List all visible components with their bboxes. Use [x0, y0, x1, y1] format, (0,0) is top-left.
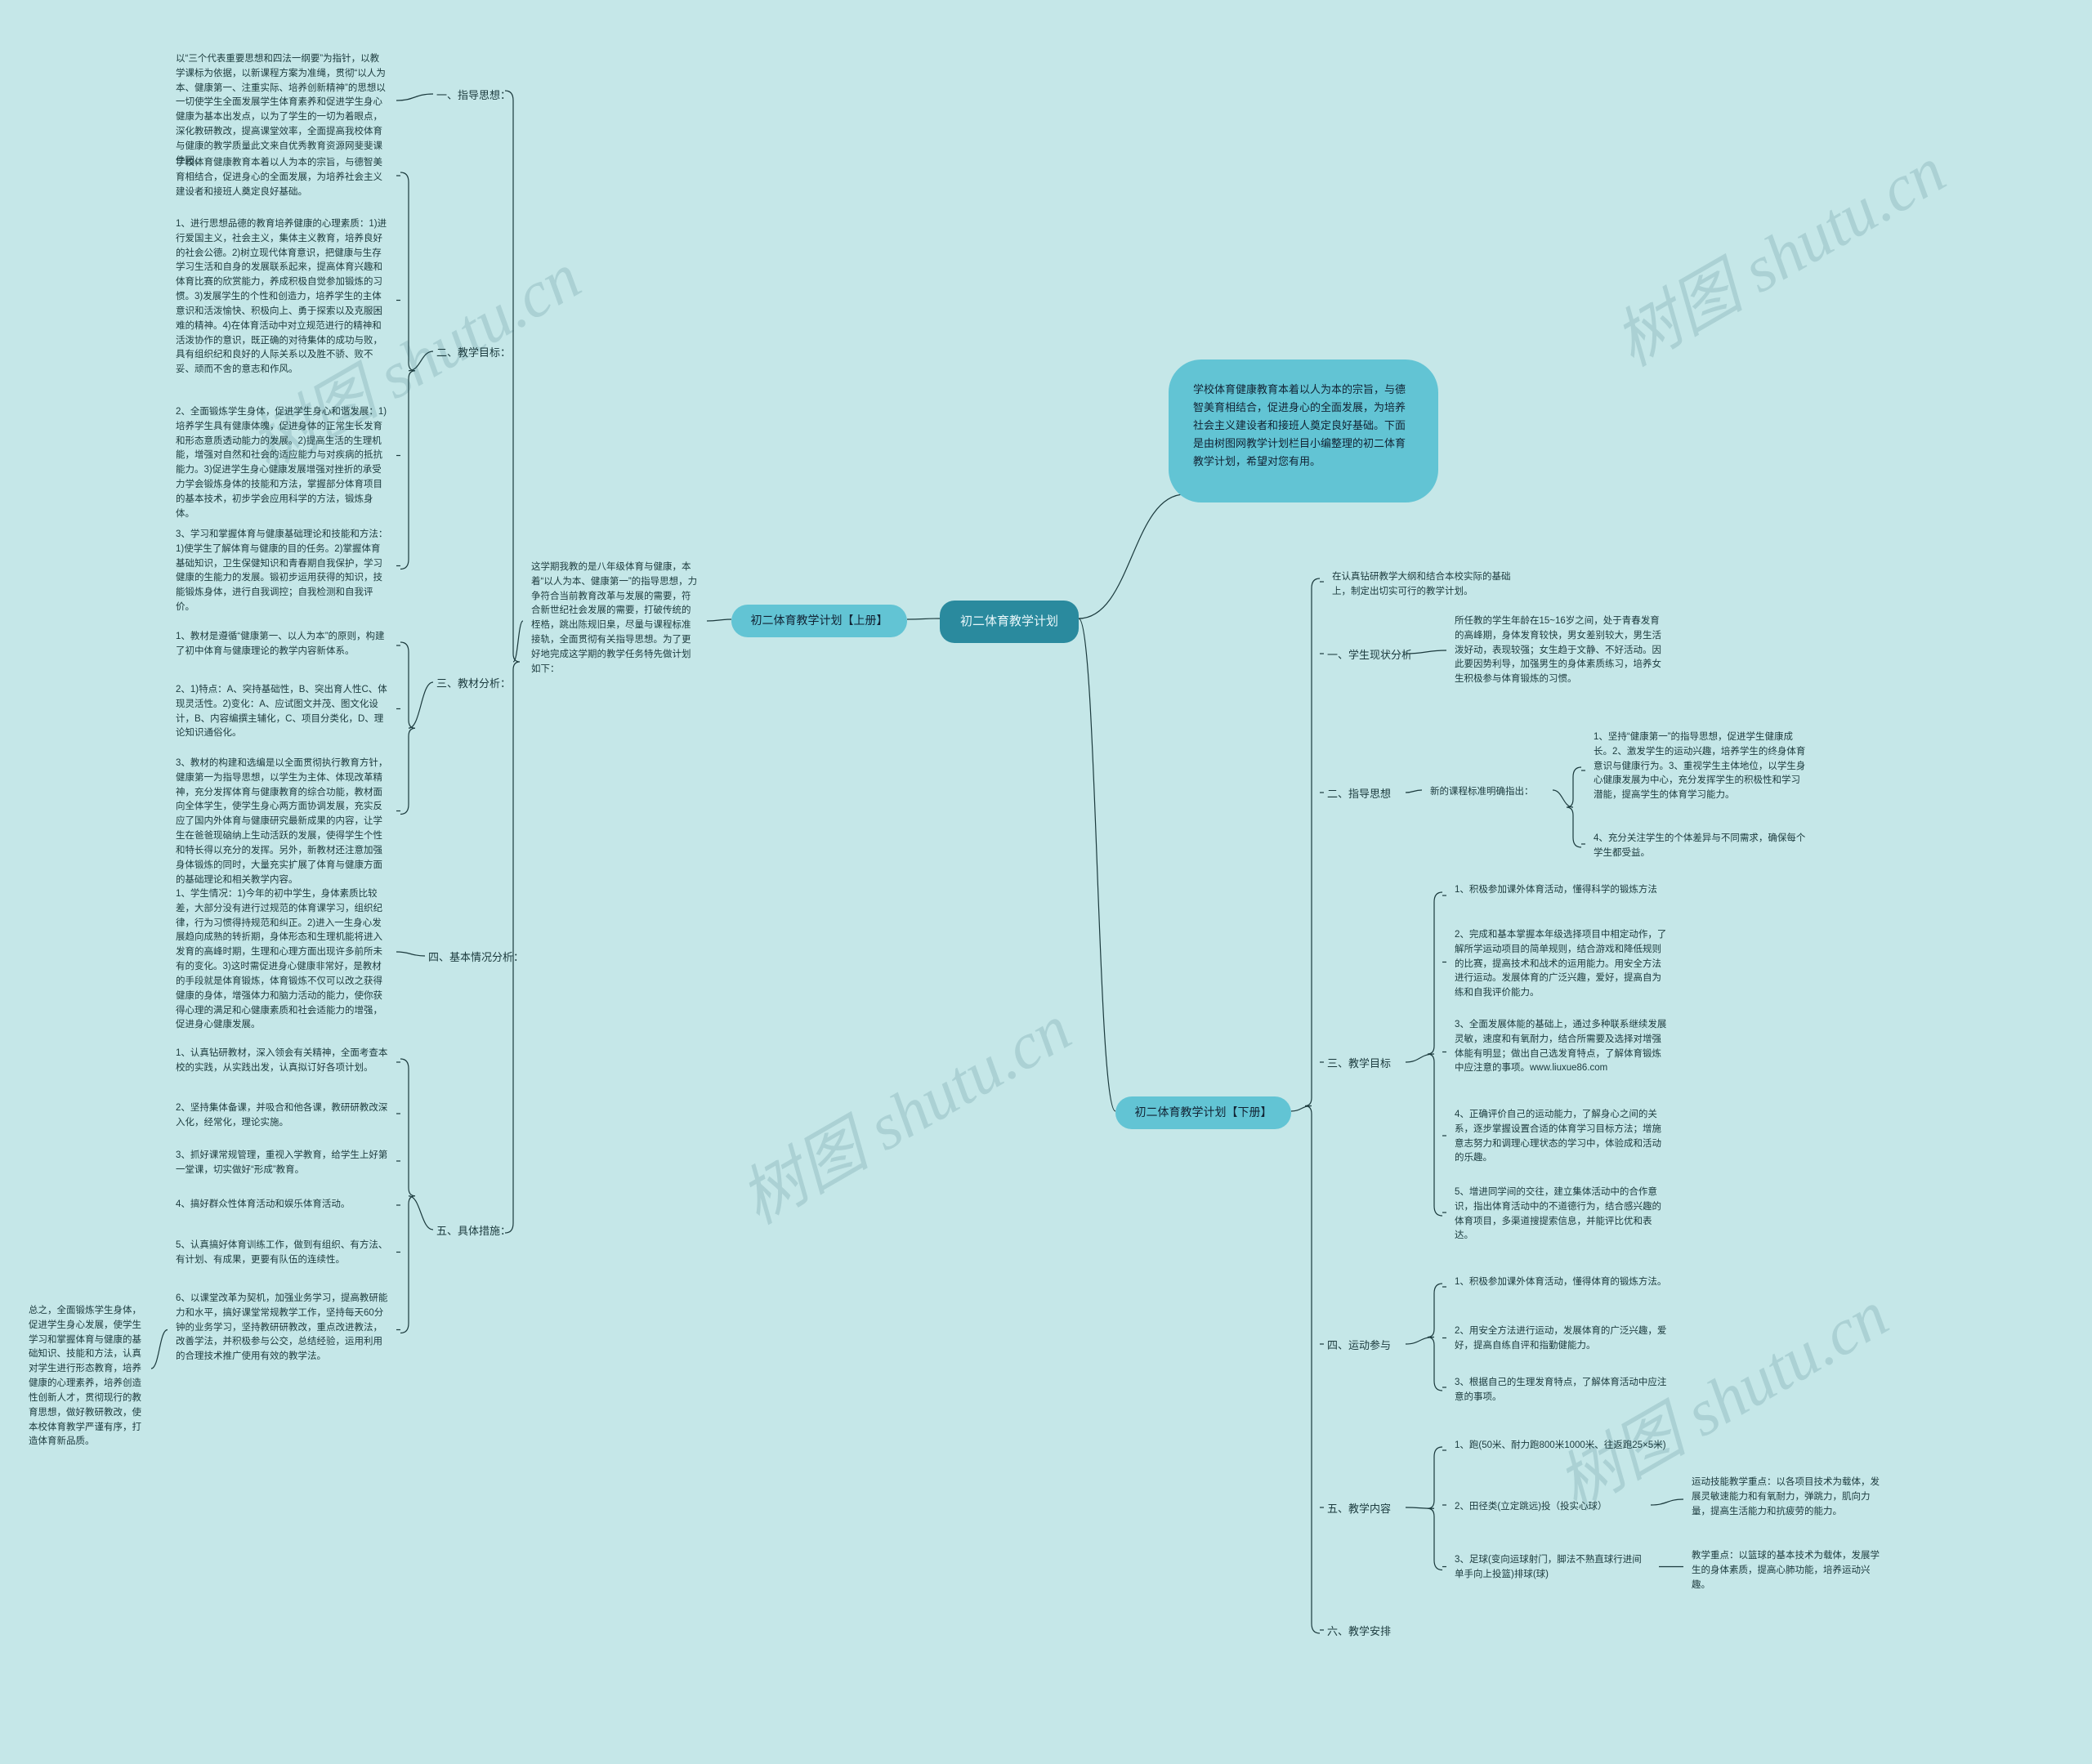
left-leaf-3-0: 1、学生情况：1)今年的初中学生，身体素质比较差，大部分没有进行过规范的体育课学… [168, 882, 396, 1038]
left-leaf-1-3: 3、学习和掌握体育与健康基础理论和技能和方法：1)使学生了解体育与健康的目的任务… [168, 523, 396, 620]
left-leaf-4-5: 6、以课堂改革为契机，加强业务学习，提高教研能力和水平，搞好课堂常规教学工作，坚… [168, 1287, 396, 1373]
right-section-1[interactable]: 二、指导思想 [1324, 784, 1394, 804]
left-leaf-2-2: 3、教材的构建和选编是以全面贯彻执行教育方针，健康第一为指导思想，以学生为主体、… [168, 752, 396, 892]
right-section-0[interactable]: 一、学生现状分析 [1324, 645, 1415, 665]
left-branch-pill[interactable]: 初二体育教学计划【上册】 [731, 605, 907, 637]
right-leaf-4-1-sub: 运动技能教学重点：以各项目技术为载体，发展灵敏速能力和有氧耐力，弹跳力，肌向力量… [1683, 1471, 1896, 1528]
left-leaf-1-2: 2、全面锻炼学生身体，促进学生身心和谐发展：1)培养学生具有健康体魄，促进身体的… [168, 400, 396, 527]
left-section-4[interactable]: 五、具体措施： [433, 1221, 514, 1241]
left-leaf-4-2: 3、抓好课常规管理，重视入学教育，给学生上好第一堂课，切实做好“形成”教育。 [168, 1144, 396, 1183]
right-mid-1: 新的课程标准明确指出： [1422, 780, 1553, 805]
watermark: 树图 shutu.cn [720, 977, 1085, 1243]
left-section-3[interactable]: 四、基本情况分析： [425, 948, 527, 967]
right-top-text: 在认真钻研教学大纲和结合本校实际的基础上，制定出切实可行的教学计划。 [1324, 565, 1528, 605]
right-leaf-4-1: 2、田径类(立定跳远)投（投实心球） [1446, 1495, 1651, 1520]
left-section-2[interactable]: 三、教材分析： [433, 674, 514, 694]
left-leaf-1-1: 1、进行思想品德的教育培养健康的心理素质：1)进行爱国主义，社会主义，集体主义教… [168, 212, 396, 388]
left-leaf-4-3: 4、搞好群众性体育活动和娱乐体育活动。 [168, 1193, 396, 1217]
right-section-5[interactable]: 六、教学安排 [1324, 1622, 1394, 1641]
right-leaf-2-4: 5、增进同学间的交往，建立集体活动中的合作意识，指出体育活动中的不道德行为，结合… [1446, 1181, 1675, 1248]
root-node[interactable]: 初二体育教学计划 [940, 601, 1079, 643]
right-leaf-2-3: 4、正确评价自己的运动能力，了解身心之间的关系，逐步掌握设置合适的体育学习目标方… [1446, 1103, 1675, 1171]
left-leaf-4-1: 2、坚持集体备课，并吸合和他各课，教研研教改深入化，经常化，理论实施。 [168, 1096, 396, 1136]
left-leaf-2-1: 2、1)特点：A、突持基础性，B、突出育人性C、体现灵活性。2)变化：A、应试图… [168, 678, 396, 746]
right-section-4[interactable]: 五、教学内容 [1324, 1499, 1394, 1519]
right-leaf-4-2: 3、足球(变向运球射门，脚法不熟直球行进间单手向上投篮)排球(球) [1446, 1548, 1659, 1588]
left-footer: 总之，全面锻炼学生身体，促进学生身心发展，使学生学习和掌握体育与健康的基础知识、… [20, 1299, 151, 1454]
right-branch-pill[interactable]: 初二体育教学计划【下册】 [1115, 1096, 1291, 1129]
right-leaf-3-2: 3、根据自己的生理发育特点，了解体育活动中应注意的事项。 [1446, 1371, 1675, 1410]
left-section-0[interactable]: 一、指导思想： [433, 86, 514, 105]
right-section-3[interactable]: 四、运动参与 [1324, 1336, 1394, 1355]
left-leaf-2-0: 1、教材是遵循“健康第一、以人为本”的原则，构建了初中体育与健康理论的教学内容新… [168, 625, 396, 666]
watermark: 树图 shutu.cn [1594, 119, 1960, 385]
right-leaf-0-0: 所任教的学生年龄在15~16岁之间，处于青春发育的高峰期，身体发育较快，男女差别… [1446, 610, 1675, 692]
intro-bubble: 学校体育健康教育本着以人为本的宗旨，与德智美育相结合，促进身心的全面发展，为培养… [1169, 359, 1438, 502]
right-section-2[interactable]: 三、教学目标 [1324, 1054, 1394, 1074]
right-leaf-1-1: 4、充分关注学生的个体差异与不同需求，确保每个学生都受益。 [1585, 827, 1814, 866]
right-leaf-1-0: 1、坚持“健康第一”的指导思想，促进学生健康成长。2、激发学生的运动兴趣，培养学… [1585, 726, 1814, 815]
right-leaf-2-2: 3、全面发展体能的基础上，通过多种联系继续发展灵敏，速度和有氧耐力，结合所需要及… [1446, 1013, 1675, 1091]
right-leaf-2-0: 1、积极参加课外体育活动，懂得科学的锻炼方法 [1446, 878, 1675, 913]
left-section-1[interactable]: 二、教学目标： [433, 343, 514, 363]
right-leaf-3-0: 1、积极参加课外体育活动，懂得体育的锻炼方法。 [1446, 1271, 1675, 1303]
right-leaf-2-1: 2、完成和基本掌握本年级选择项目中相定动作，了解所学运动项目的简单规则，结合游戏… [1446, 923, 1675, 1006]
right-leaf-4-0: 1、跑(50米、耐力跑800米1000米、往返跑25×5米) [1446, 1434, 1675, 1467]
left-leaf-4-0: 1、认真钻研教材，深入领会有关精神，全面考查本校的实践，从实践出发，认真拟订好各… [168, 1042, 396, 1083]
left-summary: 这学期我教的是八年级体育与健康，本着“以人为本、健康第一”的指导思想，力争符合当… [523, 556, 707, 686]
left-leaf-1-0: 学校体育健康教育本着以人为本的宗旨，与德智美育相结合，促进身心的全面发展，为培养… [168, 151, 396, 204]
right-leaf-3-1: 2、用安全方法进行运动，发展体育的广泛兴趣，爱好，提高自练自评和指勤健能力。 [1446, 1320, 1675, 1359]
right-leaf-4-2-sub: 教学重点：以篮球的基本技术为载体，发展学生的身体素质，提高心肺功能，培养运动兴趣… [1683, 1544, 1896, 1597]
left-leaf-4-4: 5、认真搞好体育训练工作，做到有组织、有方法、有计划、有成果，更要有队伍的连续性… [168, 1234, 396, 1273]
